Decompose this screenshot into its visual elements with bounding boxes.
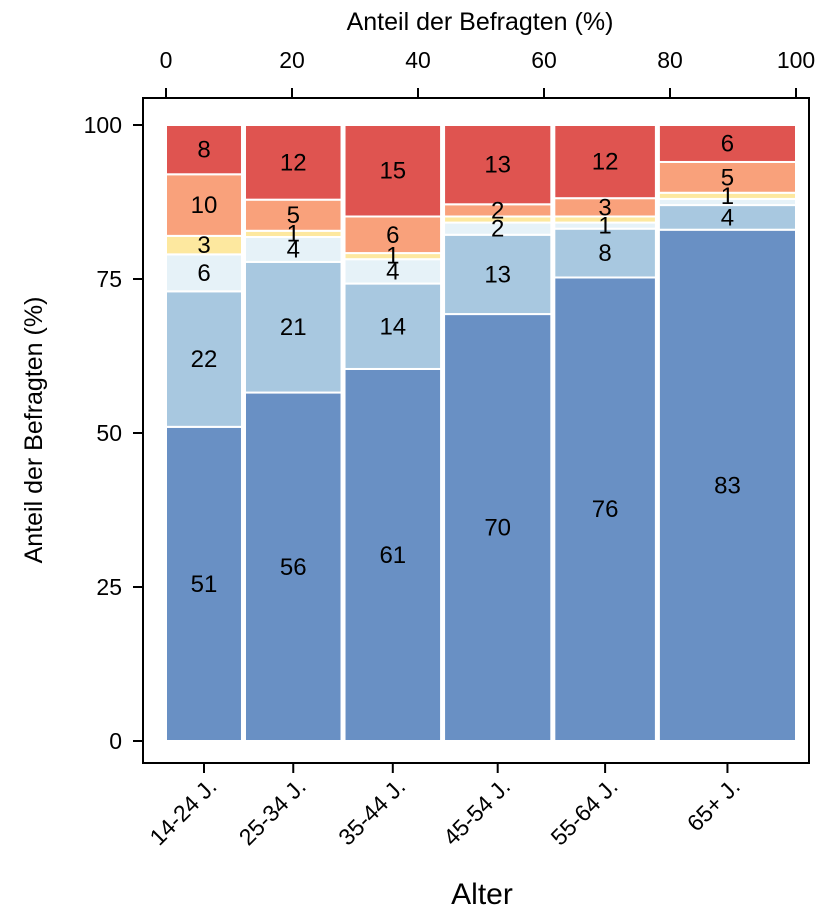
bar-segment-2-5: [243, 198, 343, 232]
segment-label-5-1: 76: [592, 496, 619, 523]
top-tick-label-20: 20: [279, 47, 305, 73]
segment-label-6-1: 83: [714, 472, 741, 499]
segment-label-3-3: 4: [386, 258, 399, 285]
segment-label-5-2: 8: [598, 240, 611, 267]
segment-label-6-6: 6: [721, 130, 734, 157]
segment-label-6-2: 4: [721, 204, 734, 231]
y-tick-label-0: 0: [109, 728, 122, 754]
y-tick-label-25: 25: [96, 574, 122, 600]
y-tick-label-75: 75: [96, 266, 122, 292]
top-tick-label-60: 60: [531, 47, 557, 73]
segment-label-2-2: 21: [280, 314, 307, 341]
bar-segment-1-1: [165, 425, 243, 742]
segment-label-1-5: 10: [191, 192, 218, 219]
segment-label-3-4: 1: [386, 242, 399, 269]
bar-segment-5-1: [553, 276, 657, 742]
bar-segment-4-1: [443, 313, 553, 742]
bar-segment-5-6: [553, 124, 657, 200]
segment-label-2-1: 56: [280, 554, 307, 581]
y-tick-label-50: 50: [96, 420, 122, 446]
bar-segment-6-2: [657, 204, 798, 231]
top-x-axis: 0 20 40 60 80 100: [160, 47, 815, 98]
top-tick-label-0: 0: [160, 47, 173, 73]
segment-label-3-2: 14: [379, 313, 406, 340]
x-axis-title: Alter: [451, 878, 513, 911]
bar-segment-1-6: [165, 124, 243, 176]
segment-label-4-2: 13: [484, 261, 511, 288]
segment-label-2-4: 1: [287, 220, 300, 247]
segment-label-6-4: 1: [721, 183, 734, 210]
x-axis: 14-24 J. 25-34 J. 35-44 J. 45-54 J. 55-64 J.…: [144, 763, 745, 850]
y-axis: 0 25 50 75 100: [84, 112, 143, 754]
y-tick-label-100: 100: [84, 112, 122, 138]
segment-label-4-5: 2: [491, 197, 504, 224]
bar-segment-2-3: [243, 236, 343, 263]
x-tick-label-2: 25-34 J.: [234, 773, 311, 850]
segment-label-3-6: 15: [379, 158, 406, 185]
bar-segment-4-2: [443, 233, 553, 316]
bar-segment-3-5: [343, 215, 443, 255]
segment-label-5-6: 12: [592, 149, 619, 176]
bar-segment-1-3: [165, 253, 243, 293]
segment-label-6-5: 5: [721, 164, 734, 191]
bar-segment-2-6: [243, 124, 343, 201]
segment-label-2-3: 4: [287, 236, 300, 263]
bar-segment-2-1: [243, 391, 343, 742]
bar-segment-6-6: [657, 124, 798, 163]
x-tick-label-1: 14-24 J.: [144, 773, 221, 850]
segment-label-4-6: 13: [484, 152, 511, 179]
segment-label-5-3: 1: [598, 213, 611, 240]
bar-segments: [165, 124, 798, 742]
bar-segment-3-2: [343, 282, 443, 370]
segment-label-2-5: 5: [287, 202, 300, 229]
x-tick-label-5: 55-64 J.: [545, 773, 622, 850]
segment-label-4-3: 2: [491, 216, 504, 243]
y-axis-title: Anteil der Befragten (%): [20, 297, 48, 564]
segment-label-1-4: 3: [197, 232, 210, 259]
top-tick-label-80: 80: [657, 47, 683, 73]
segment-label-4-1: 70: [484, 515, 511, 542]
bar-segment-3-6: [343, 124, 443, 218]
segment-label-5-5: 3: [598, 194, 611, 221]
segment-label-2-6: 12: [280, 149, 307, 176]
segment-label-3-5: 6: [386, 222, 399, 249]
bar-segment-2-2: [243, 260, 343, 394]
segment-label-1-6: 8: [197, 137, 210, 164]
segment-label-1-3: 6: [197, 260, 210, 287]
top-tick-label-40: 40: [405, 47, 431, 73]
bar-segment-4-6: [443, 124, 553, 206]
x-tick-label-6: 65+ J.: [682, 773, 745, 836]
x-tick-label-3: 35-44 J.: [333, 773, 410, 850]
segment-labels: 5122631085621415126114416157013221376813…: [191, 130, 741, 597]
segment-label-3-1: 61: [379, 542, 406, 569]
top-axis-title: Anteil der Befragten (%): [347, 8, 614, 36]
x-tick-label-4: 45-54 J.: [438, 773, 515, 850]
segment-label-1-2: 22: [191, 346, 218, 373]
top-tick-label-100: 100: [777, 47, 815, 73]
segment-label-1-1: 51: [191, 571, 218, 598]
